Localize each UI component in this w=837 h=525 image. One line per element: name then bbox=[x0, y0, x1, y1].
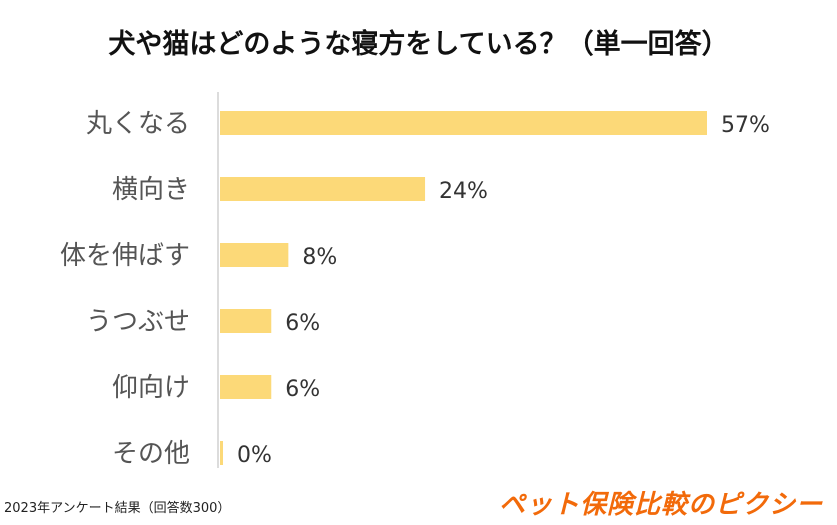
value-label-1: 24% bbox=[439, 179, 488, 204]
category-label-3: うつぶせ bbox=[86, 307, 190, 337]
value-labels-group: 57% 24% 8% 6% 6% 0% bbox=[237, 113, 770, 468]
footnote: 2023年アンケート結果（回答数300） bbox=[4, 501, 231, 516]
bar-3 bbox=[220, 309, 272, 333]
value-label-4: 6% bbox=[285, 377, 320, 402]
category-label-4: 仰向け bbox=[112, 373, 190, 403]
brand-logo-text[interactable]: ペット保険比較のピクシー bbox=[498, 490, 823, 520]
value-label-0: 57% bbox=[721, 113, 770, 138]
bar-4 bbox=[220, 375, 272, 399]
bar-5 bbox=[220, 441, 223, 465]
category-label-1: 横向き bbox=[112, 175, 190, 205]
bar-2 bbox=[220, 243, 289, 267]
bars-group bbox=[220, 111, 707, 465]
bar-1 bbox=[220, 177, 426, 201]
chart-title: 犬や猫はどのような寝方をしている？（単一回答） bbox=[108, 29, 729, 60]
category-label-2: 体を伸ばす bbox=[60, 241, 190, 271]
category-label-0: 丸くなる bbox=[86, 109, 190, 139]
value-label-5: 0% bbox=[237, 443, 272, 468]
bar-0 bbox=[220, 111, 707, 135]
value-label-3: 6% bbox=[285, 311, 320, 336]
value-label-2: 8% bbox=[302, 245, 337, 270]
category-label-5: その他 bbox=[112, 439, 190, 469]
